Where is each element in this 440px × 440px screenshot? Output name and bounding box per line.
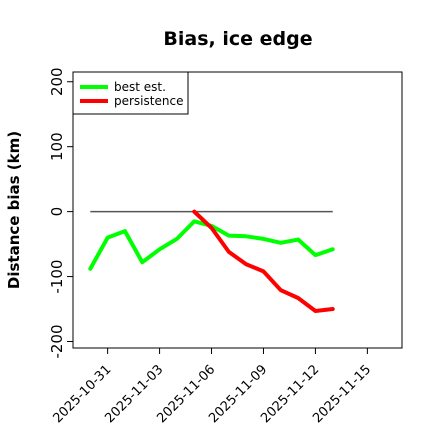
y-tick-label: -100 [48,260,66,294]
chart-title: Bias, ice edge [163,28,312,50]
legend-label-persistence: persistence [114,94,183,108]
y-tick-label: 200 [48,67,66,96]
legend-box [72,71,189,115]
y-axis: -200 -100 0 100 200 [48,67,73,359]
legend-label-best-est: best est. [114,80,166,94]
series-group [88,209,335,313]
y-tick-label: -200 [48,324,66,358]
legend: best est. persistence [72,71,189,115]
series-line-persistence [192,209,335,313]
y-axis-label: Distance bias (km) [5,131,23,289]
x-axis: 2025-10-312025-11-032025-11-062025-11-09… [50,348,374,426]
plot-frame [72,71,403,349]
y-tick-label: 0 [48,207,66,217]
y-tick-label: 100 [48,132,66,161]
